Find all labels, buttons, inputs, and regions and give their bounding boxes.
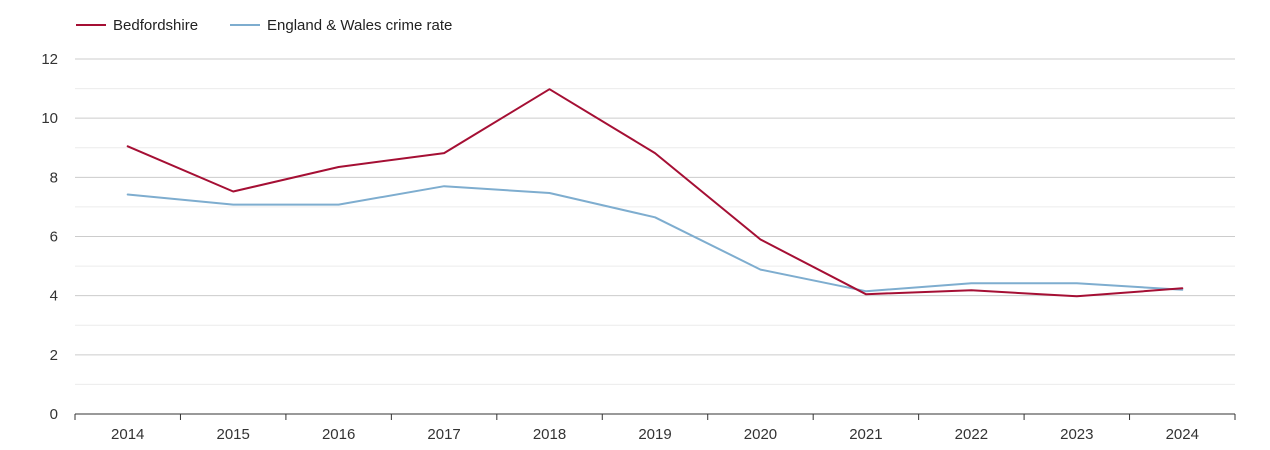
legend: Bedfordshire England & Wales crime rate bbox=[76, 17, 452, 34]
y-axis: 0 2 4 6 8 10 12 bbox=[41, 51, 58, 423]
x-tick-label: 2018 bbox=[533, 426, 566, 443]
legend-label-bedfordshire: Bedfordshire bbox=[113, 17, 198, 34]
x-tick-label: 2015 bbox=[216, 426, 249, 443]
x-tick-label: 2021 bbox=[849, 426, 882, 443]
y-tick-label: 10 bbox=[41, 110, 58, 127]
x-axis: 2014 2015 2016 2017 2018 2019 2020 2021 2022 2023… bbox=[74, 413, 1236, 443]
series-line-bedfordshire bbox=[126, 88, 1184, 298]
y-tick-label: 0 bbox=[50, 406, 58, 423]
x-tick-label: 2022 bbox=[955, 426, 988, 443]
x-tick-label: 2017 bbox=[427, 426, 460, 443]
gridlines bbox=[75, 58, 1235, 385]
x-tick-label: 2019 bbox=[638, 426, 671, 443]
y-tick-label: 6 bbox=[50, 229, 58, 246]
x-tick-label: 2024 bbox=[1166, 426, 1199, 443]
x-tick-label: 2023 bbox=[1060, 426, 1093, 443]
x-tick-label: 2016 bbox=[322, 426, 355, 443]
x-tick-label: 2014 bbox=[111, 426, 144, 443]
legend-label-england-wales: England & Wales crime rate bbox=[267, 17, 452, 34]
y-tick-label: 8 bbox=[50, 169, 58, 186]
y-tick-label: 12 bbox=[41, 51, 58, 68]
y-tick-label: 4 bbox=[50, 288, 58, 305]
series-lines bbox=[126, 88, 1184, 298]
x-tick-label: 2020 bbox=[744, 426, 777, 443]
y-tick-label: 2 bbox=[50, 347, 58, 364]
series-line-england-wales bbox=[126, 185, 1184, 293]
